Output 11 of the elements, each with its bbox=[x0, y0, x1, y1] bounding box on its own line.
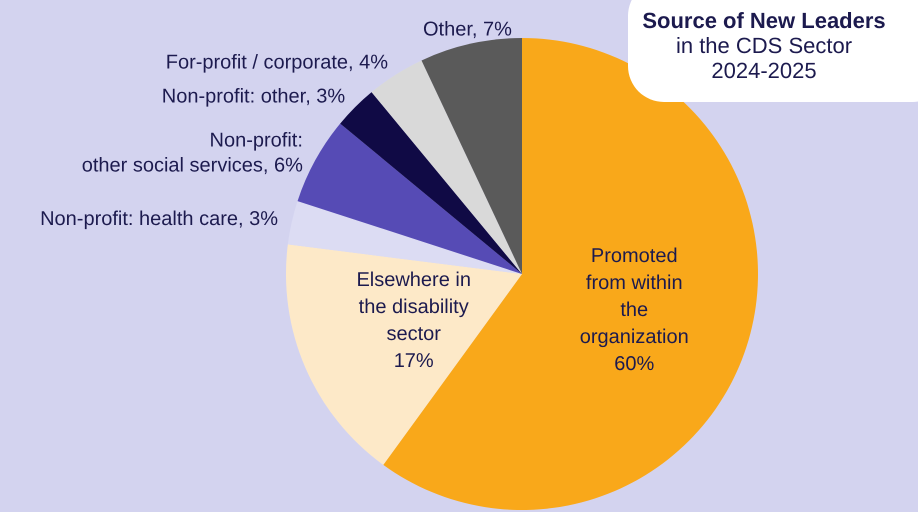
chart-title: Source of New Leaders bbox=[641, 8, 887, 33]
slice-label: For-profit / corporate, 4% bbox=[166, 51, 388, 74]
data-label: 17% bbox=[394, 350, 434, 372]
data-label: 60% bbox=[614, 352, 654, 375]
slice-label: Non-profit: health care, 3% bbox=[40, 208, 278, 230]
slice-label: Non-profit: other social services, 6% bbox=[82, 130, 304, 177]
slice-label: Other, 7% bbox=[422, 18, 512, 41]
slice-label: Non-profit: other, 3% bbox=[162, 86, 346, 108]
slice-label: Promoted from within the organization bbox=[580, 244, 689, 348]
slice-label: Elsewhere in the disability sector bbox=[356, 268, 471, 345]
text: in the CDS Sector 2024-2025 bbox=[674, 33, 854, 83]
